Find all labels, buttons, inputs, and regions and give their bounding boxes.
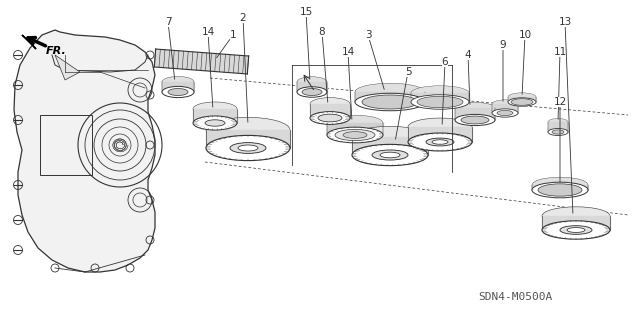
Polygon shape <box>508 97 536 102</box>
Ellipse shape <box>205 120 225 126</box>
Text: 8: 8 <box>319 27 328 102</box>
Polygon shape <box>297 82 327 92</box>
Text: 10: 10 <box>518 30 532 94</box>
Polygon shape <box>206 130 290 148</box>
Ellipse shape <box>492 109 518 117</box>
Ellipse shape <box>552 130 564 134</box>
Ellipse shape <box>461 116 489 124</box>
Ellipse shape <box>206 117 290 143</box>
Ellipse shape <box>567 228 585 232</box>
Ellipse shape <box>542 207 610 225</box>
Text: SDN4-M0500A: SDN4-M0500A <box>478 292 552 302</box>
Ellipse shape <box>310 112 350 124</box>
Polygon shape <box>14 30 155 272</box>
Ellipse shape <box>411 86 469 100</box>
Polygon shape <box>310 104 350 118</box>
Polygon shape <box>542 216 610 230</box>
Ellipse shape <box>310 98 350 110</box>
Text: 12: 12 <box>554 97 566 182</box>
Polygon shape <box>408 127 472 142</box>
Text: 1: 1 <box>216 30 236 58</box>
Polygon shape <box>355 92 425 102</box>
Ellipse shape <box>408 118 472 136</box>
Ellipse shape <box>511 99 533 105</box>
Ellipse shape <box>532 177 588 193</box>
Polygon shape <box>492 104 518 113</box>
Ellipse shape <box>417 96 463 108</box>
Ellipse shape <box>193 116 237 130</box>
Ellipse shape <box>548 129 568 135</box>
Ellipse shape <box>355 83 425 101</box>
Ellipse shape <box>408 133 472 151</box>
Text: 11: 11 <box>554 47 566 119</box>
Text: 2: 2 <box>240 13 248 122</box>
Ellipse shape <box>355 93 425 111</box>
Ellipse shape <box>206 135 290 161</box>
Ellipse shape <box>362 95 418 109</box>
Ellipse shape <box>538 184 582 196</box>
Polygon shape <box>55 55 80 80</box>
Ellipse shape <box>343 132 367 138</box>
Polygon shape <box>22 35 36 49</box>
Text: 4: 4 <box>465 50 471 104</box>
Ellipse shape <box>426 138 454 146</box>
Ellipse shape <box>508 93 536 101</box>
Ellipse shape <box>327 115 383 131</box>
Ellipse shape <box>432 140 448 144</box>
Ellipse shape <box>380 152 400 158</box>
Ellipse shape <box>162 86 194 98</box>
Text: 13: 13 <box>558 17 573 213</box>
Polygon shape <box>352 137 428 155</box>
Ellipse shape <box>327 127 383 143</box>
Ellipse shape <box>302 89 322 95</box>
Text: 9: 9 <box>500 40 506 101</box>
Ellipse shape <box>168 89 188 95</box>
Polygon shape <box>455 108 495 120</box>
Ellipse shape <box>455 114 495 125</box>
Ellipse shape <box>455 102 495 114</box>
Ellipse shape <box>492 100 518 108</box>
Ellipse shape <box>162 76 194 88</box>
Text: 5: 5 <box>396 67 412 139</box>
Polygon shape <box>548 122 568 132</box>
Ellipse shape <box>297 87 327 97</box>
Ellipse shape <box>508 98 536 106</box>
Bar <box>40 115 92 175</box>
Ellipse shape <box>532 182 588 198</box>
Polygon shape <box>411 93 469 102</box>
Polygon shape <box>532 185 588 190</box>
Polygon shape <box>193 109 237 123</box>
Ellipse shape <box>318 114 342 122</box>
Ellipse shape <box>560 226 592 234</box>
Text: 15: 15 <box>300 7 312 79</box>
Text: 7: 7 <box>164 17 175 79</box>
Text: 3: 3 <box>365 30 384 89</box>
Ellipse shape <box>542 221 610 239</box>
Ellipse shape <box>193 102 237 116</box>
Ellipse shape <box>352 126 428 148</box>
Ellipse shape <box>238 145 258 151</box>
Text: 14: 14 <box>202 27 214 107</box>
Polygon shape <box>162 82 194 92</box>
Ellipse shape <box>372 150 408 160</box>
Ellipse shape <box>411 95 469 109</box>
Ellipse shape <box>297 77 327 87</box>
Ellipse shape <box>335 129 375 140</box>
Ellipse shape <box>352 144 428 166</box>
Ellipse shape <box>497 110 513 116</box>
Ellipse shape <box>548 118 568 125</box>
Text: 14: 14 <box>341 47 355 119</box>
Text: 6: 6 <box>442 57 448 124</box>
Polygon shape <box>154 49 249 74</box>
Text: FR.: FR. <box>46 46 67 56</box>
Ellipse shape <box>230 143 266 153</box>
Polygon shape <box>327 123 383 135</box>
